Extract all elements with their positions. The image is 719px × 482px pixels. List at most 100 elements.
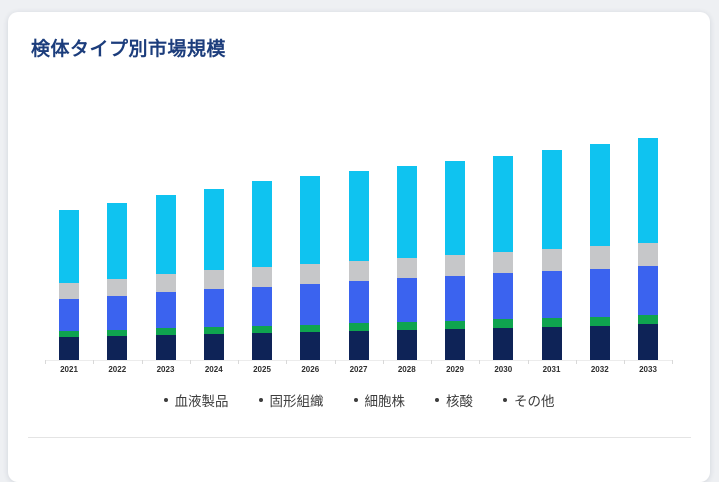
legend-label: 核酸 bbox=[446, 394, 473, 409]
bar-segment-固形組織[interactable] bbox=[252, 326, 272, 333]
x-axis-label: 2029 bbox=[446, 365, 464, 374]
bar-segment-血液製品[interactable] bbox=[203, 334, 224, 360]
x-axis-tick bbox=[624, 360, 625, 364]
bar-segment-その他[interactable] bbox=[203, 189, 224, 270]
bar-segment-細胞株[interactable] bbox=[541, 271, 562, 318]
bar-segment-その他[interactable] bbox=[348, 171, 369, 261]
bar-segment-核酸[interactable] bbox=[589, 246, 610, 269]
x-axis-tick bbox=[334, 360, 336, 364]
legend-item-nucleic-acid[interactable]: 核酸 bbox=[435, 390, 473, 410]
bar-segment-核酸[interactable] bbox=[155, 274, 176, 292]
bar-segment-血液製品[interactable] bbox=[252, 333, 272, 360]
bar-segment-固形組織[interactable] bbox=[300, 325, 321, 332]
x-axis-label: 2023 bbox=[156, 365, 175, 374]
bar-segment-その他[interactable] bbox=[155, 195, 176, 274]
bar-segment-血液製品[interactable] bbox=[493, 328, 514, 360]
x-axis-tick bbox=[238, 360, 239, 364]
x-axis-line bbox=[45, 360, 673, 361]
bar-segment-核酸[interactable] bbox=[203, 270, 224, 289]
x-axis-tick bbox=[141, 360, 143, 364]
bar-segment-血液製品[interactable] bbox=[348, 331, 369, 360]
x-axis-label: 2032 bbox=[590, 365, 609, 374]
bar-segment-細胞株[interactable] bbox=[155, 292, 176, 328]
bar-segment-固形組織[interactable] bbox=[107, 330, 128, 336]
bar-segment-血液製品[interactable] bbox=[300, 332, 321, 360]
legend-label: その他 bbox=[514, 394, 555, 409]
bar-segment-核酸[interactable] bbox=[252, 267, 272, 287]
bar-segment-血液製品[interactable] bbox=[445, 329, 465, 360]
bar-segment-固形組織[interactable] bbox=[348, 323, 369, 331]
bar-segment-固形組織[interactable] bbox=[638, 315, 658, 324]
bar-segment-細胞株[interactable] bbox=[493, 273, 514, 319]
bar-segment-固形組織[interactable] bbox=[155, 328, 176, 335]
bar-segment-固形組織[interactable] bbox=[396, 322, 417, 330]
bar-segment-細胞株[interactable] bbox=[638, 266, 658, 315]
bar-segment-その他[interactable] bbox=[107, 203, 128, 279]
legend-item-blood-products[interactable]: 血液製品 bbox=[163, 390, 229, 410]
x-axis-label: 2022 bbox=[108, 365, 127, 374]
x-axis-tick bbox=[672, 360, 674, 364]
bar-segment-細胞株[interactable] bbox=[252, 287, 272, 326]
legend-bullet-icon bbox=[435, 398, 439, 402]
bar-segment-核酸[interactable] bbox=[445, 255, 465, 276]
bar-segment-固形組織[interactable] bbox=[59, 331, 79, 337]
plot-area: 2021 2022 2023 2024 2025 2026 2027 2028 2029 2030… bbox=[45, 110, 674, 374]
legend-bullet-icon bbox=[163, 398, 168, 402]
bar-segment-その他[interactable] bbox=[493, 156, 514, 252]
x-axis-tick bbox=[527, 360, 529, 364]
bar-segment-細胞株[interactable] bbox=[300, 284, 321, 325]
bar-segment-固形組織[interactable] bbox=[445, 321, 465, 329]
x-axis-label: 2025 bbox=[253, 365, 271, 374]
bar-segment-血液製品[interactable] bbox=[589, 326, 610, 360]
bar-segment-細胞株[interactable] bbox=[445, 276, 465, 321]
bar-segment-その他[interactable] bbox=[396, 166, 417, 258]
x-axis-tick bbox=[431, 360, 432, 364]
bar-segment-その他[interactable] bbox=[589, 144, 610, 246]
bar-segment-その他[interactable] bbox=[252, 181, 272, 267]
legend-item-solid-tissue[interactable]: 固形組織 bbox=[258, 390, 324, 410]
bar-segment-その他[interactable] bbox=[445, 161, 465, 255]
bar-column-2032 bbox=[589, 144, 610, 360]
bar-segment-細胞株[interactable] bbox=[107, 296, 128, 330]
bar-segment-固形組織[interactable] bbox=[493, 319, 514, 328]
legend-item-cell-lines[interactable]: 細胞株 bbox=[353, 390, 405, 410]
bar-segment-その他[interactable] bbox=[541, 150, 562, 249]
legend-item-others[interactable]: その他 bbox=[503, 390, 555, 410]
bar-segment-その他[interactable] bbox=[638, 138, 658, 243]
bar-segment-細胞株[interactable] bbox=[203, 289, 224, 327]
x-axis-tick bbox=[479, 360, 481, 364]
bar-segment-核酸[interactable] bbox=[348, 261, 369, 281]
bar-segment-細胞株[interactable] bbox=[589, 269, 610, 317]
bar-segment-血液製品[interactable] bbox=[107, 336, 128, 360]
bar-column-2022 bbox=[107, 203, 128, 360]
legend-bullet-icon bbox=[353, 398, 358, 402]
legend-bullet-icon bbox=[258, 398, 263, 402]
bar-segment-核酸[interactable] bbox=[396, 258, 417, 278]
bar-segment-核酸[interactable] bbox=[107, 279, 128, 296]
bar-segment-固形組織[interactable] bbox=[589, 317, 610, 326]
bar-segment-その他[interactable] bbox=[59, 210, 79, 283]
bar-segment-血液製品[interactable] bbox=[396, 330, 417, 360]
bar-segment-細胞株[interactable] bbox=[59, 299, 79, 331]
bar-segment-細胞株[interactable] bbox=[396, 278, 417, 322]
bar-segment-血液製品[interactable] bbox=[155, 335, 176, 360]
bar-segment-細胞株[interactable] bbox=[348, 281, 369, 323]
bar-segment-核酸[interactable] bbox=[59, 283, 79, 299]
x-axis-label: 2024 bbox=[204, 365, 223, 374]
x-axis-label: 2028 bbox=[397, 365, 416, 374]
bar-segment-血液製品[interactable] bbox=[59, 337, 79, 360]
bar-segment-固形組織[interactable] bbox=[541, 318, 562, 327]
bar-segment-核酸[interactable] bbox=[638, 243, 658, 266]
bar-segment-血液製品[interactable] bbox=[638, 324, 658, 360]
bar-segment-その他[interactable] bbox=[300, 176, 321, 264]
bar-segment-核酸[interactable] bbox=[300, 264, 321, 284]
bar-column-2028 bbox=[396, 166, 417, 360]
bar-segment-血液製品[interactable] bbox=[541, 327, 562, 360]
x-axis-label: 2031 bbox=[542, 365, 561, 374]
chart-legend: 血液製品 固形組織 細胞株 核酸 その他 bbox=[8, 390, 710, 410]
legend-label: 血液製品 bbox=[174, 394, 229, 409]
bar-segment-核酸[interactable] bbox=[541, 249, 562, 271]
bar-segment-固形組織[interactable] bbox=[203, 327, 224, 334]
bar-segment-核酸[interactable] bbox=[493, 252, 514, 273]
x-axis-tick bbox=[45, 360, 46, 364]
